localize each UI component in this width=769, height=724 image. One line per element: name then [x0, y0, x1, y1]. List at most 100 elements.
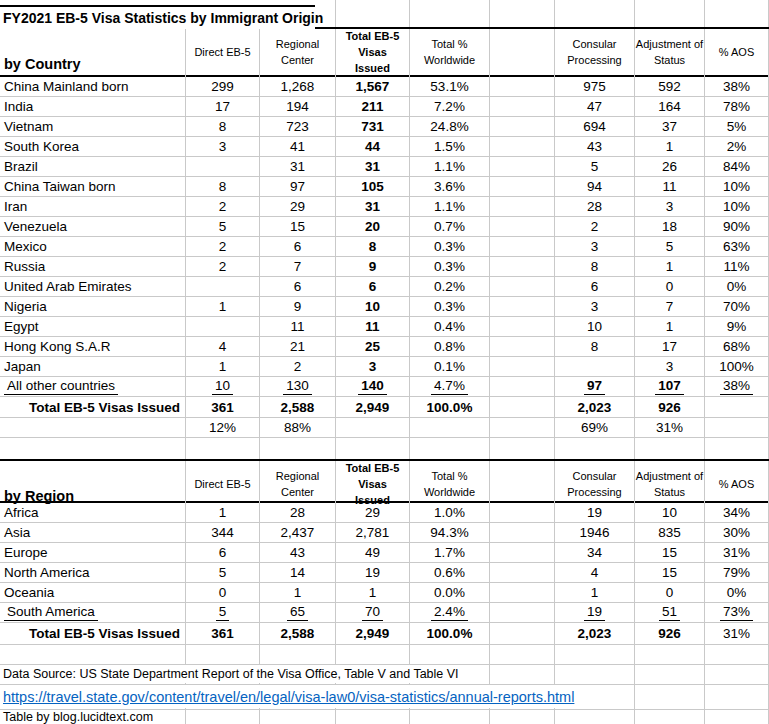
cell-value: 94	[555, 177, 635, 196]
group-label: by Region	[0, 461, 186, 509]
row-label	[0, 438, 186, 459]
cell-value	[705, 0, 769, 27]
cell-value: 1	[260, 583, 336, 602]
total-row: Total EB-5 Visas Issued3612,5882,949100.…	[0, 623, 769, 645]
cell-value	[705, 665, 769, 684]
cell-value: 0	[635, 583, 705, 602]
cell-value	[490, 543, 555, 562]
cell-value: 17	[635, 337, 705, 356]
cell-value: 8	[186, 117, 260, 136]
cell-value: 1	[635, 257, 705, 276]
cell-value: 43	[260, 543, 336, 562]
cell-value: 73%	[705, 603, 769, 622]
cell-value: 10	[635, 503, 705, 522]
cell-value	[186, 157, 260, 176]
cell-value: 14	[260, 563, 336, 582]
source-link[interactable]: https://travel.state.gov/content/travel/…	[3, 689, 574, 705]
cell-value: 975	[555, 77, 635, 96]
cell-value: 5	[186, 217, 260, 236]
cell-value	[490, 337, 555, 356]
region-row: Europe643491.7%341531%	[0, 543, 769, 563]
cell-value: 0.3%	[410, 237, 490, 256]
cell-value	[410, 418, 490, 437]
cell-value	[410, 710, 490, 724]
cell-value: 2,588	[260, 623, 336, 644]
cell-value	[186, 317, 260, 336]
cell-value: 8	[186, 177, 260, 196]
cell-value: 3	[635, 197, 705, 216]
cell-value: 694	[555, 117, 635, 136]
cell-value	[260, 438, 336, 459]
cell-value: 723	[260, 117, 336, 136]
column-header: Total EB-5 Visas Issued	[336, 461, 410, 509]
cell-value	[490, 377, 555, 396]
cell-value	[705, 397, 769, 417]
cell-value: 8	[336, 237, 410, 256]
cell-value: 68%	[705, 337, 769, 356]
cell-value: 5	[635, 237, 705, 256]
cell-value: 3	[555, 297, 635, 316]
country-row: Russia2790.3%8111%	[0, 257, 769, 277]
cell-value: 6	[260, 237, 336, 256]
region-table-totals: Total EB-5 Visas Issued3612,5882,949100.…	[0, 623, 769, 645]
region-table-body: Africa128291.0%191034%Asia3442,4372,7819…	[0, 503, 769, 623]
cell-value: 100.0%	[410, 397, 490, 417]
cell-value: 2	[186, 197, 260, 216]
column-header: % AOS	[705, 29, 769, 77]
cell-value	[705, 438, 769, 459]
credit-note: Table by blog.lucidtext.com	[0, 710, 161, 723]
cell-value: 0.1%	[410, 357, 490, 376]
cell-value: 2,437	[260, 523, 336, 542]
cell-value: 38%	[705, 77, 769, 96]
percent-row: 12%88%69%31%	[0, 418, 769, 438]
cell-value: 43	[555, 137, 635, 156]
cell-value: 51	[635, 603, 705, 622]
cell-value: 69%	[555, 418, 635, 437]
cell-value	[635, 438, 705, 459]
country-row: Hong Kong S.A.R421250.8%81768%	[0, 337, 769, 357]
row-label: Brazil	[0, 157, 186, 176]
country-row: Venezuela515200.7%21890%	[0, 217, 769, 237]
cell-value: 17	[186, 97, 260, 116]
row-label: Venezuela	[0, 217, 186, 236]
cell-value	[410, 645, 490, 664]
cell-value: 105	[336, 177, 410, 196]
cell-value: 29	[336, 503, 410, 522]
country-table-header: by CountryDirect EB-5Regional CenterTota…	[0, 29, 769, 77]
cell-value: 0.6%	[410, 563, 490, 582]
cell-value: 9	[260, 297, 336, 316]
cell-value: 2,781	[336, 523, 410, 542]
cell-value	[635, 685, 705, 709]
spacer-row	[0, 438, 769, 459]
row-label: Asia	[0, 523, 186, 542]
cell-value: 78%	[705, 97, 769, 116]
column-header	[490, 461, 555, 509]
cell-value: 47	[555, 97, 635, 116]
cell-value: 31%	[705, 543, 769, 562]
column-header: Adjustment of Status	[635, 29, 705, 77]
cell-value	[555, 438, 635, 459]
cell-value: 10	[336, 297, 410, 316]
country-row: United Arab Emirates660.2%600%	[0, 277, 769, 297]
country-row: Brazil31311.1%52684%	[0, 157, 769, 177]
cell-value: 11%	[705, 257, 769, 276]
cell-value: 211	[336, 97, 410, 116]
cell-value	[635, 0, 705, 27]
cell-value: 9%	[705, 317, 769, 336]
cell-value	[186, 645, 260, 664]
cell-value: 2%	[705, 137, 769, 156]
cell-value	[490, 357, 555, 376]
cell-value	[635, 710, 705, 724]
cell-value	[555, 710, 635, 724]
cell-value: 20	[336, 217, 410, 236]
cell-value	[490, 583, 555, 602]
cell-value: 926	[635, 397, 705, 417]
spreadsheet: FY2021 EB-5 Visa Statistics by Immigrant…	[0, 0, 769, 724]
cell-value: 28	[555, 197, 635, 216]
cell-value: 2,588	[260, 397, 336, 417]
row-label: China Taiwan born	[0, 177, 186, 196]
cell-value	[336, 645, 410, 664]
cell-value	[555, 357, 635, 376]
region-row: Oceania0110.0%100%	[0, 583, 769, 603]
row-label: India	[0, 97, 186, 116]
